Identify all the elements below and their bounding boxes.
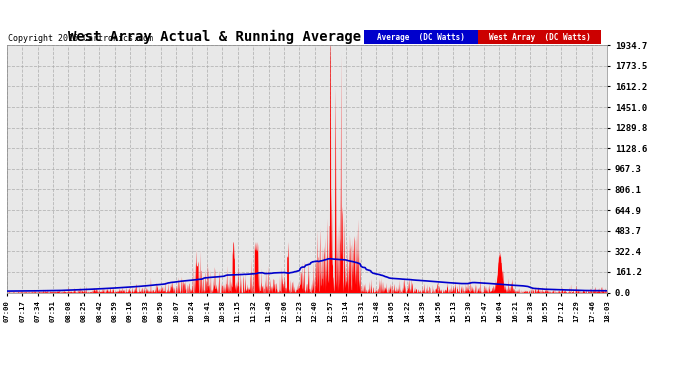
Text: Copyright 2016 Cartronics.com: Copyright 2016 Cartronics.com xyxy=(8,33,152,42)
FancyBboxPatch shape xyxy=(364,30,478,44)
Text: Average  (DC Watts): Average (DC Watts) xyxy=(377,33,465,42)
Text: West Array  (DC Watts): West Array (DC Watts) xyxy=(489,33,591,42)
Title: West Array Actual & Running Average Power Sun Oct 2 18:11: West Array Actual & Running Average Powe… xyxy=(68,30,546,44)
FancyBboxPatch shape xyxy=(478,30,601,44)
